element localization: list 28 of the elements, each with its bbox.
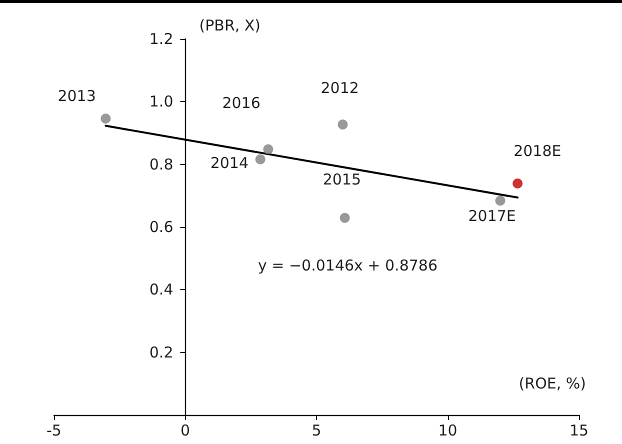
y-tick-label: 1.2: [149, 30, 174, 48]
point: [255, 154, 266, 164]
y-tick-label: 0.8: [149, 155, 174, 174]
y-tick-label: 0.2: [149, 343, 174, 362]
x-axis-title: (ROE, %): [518, 374, 586, 392]
point: [100, 114, 111, 124]
y-tick-label: 0.4: [149, 280, 174, 299]
x-tick-label: -5: [46, 422, 62, 440]
annotation: 2018E: [514, 142, 562, 160]
y-axis-title: (PBR, X): [199, 16, 261, 34]
annotation: 2012: [320, 79, 359, 98]
x-tick-label: 10: [438, 422, 458, 440]
annotation: 2014: [210, 154, 249, 172]
y-tick-label: 1.0: [149, 92, 174, 111]
x-tick-label: 15: [569, 422, 589, 440]
y-tick-label: 0.6: [149, 218, 174, 236]
annotation: 2017E: [468, 207, 516, 226]
point: [263, 144, 274, 154]
x-tick-label: 0: [180, 422, 190, 440]
annotation: 2013: [58, 87, 96, 106]
point: [338, 120, 348, 130]
point: [495, 196, 506, 206]
point: [512, 178, 523, 188]
x-tick-label: 5: [312, 422, 322, 440]
annotation: 2016: [222, 94, 260, 112]
point: [340, 212, 350, 223]
annotation: y = −0.0146x + 0.8786: [258, 256, 438, 274]
annotation: 2015: [322, 170, 362, 188]
